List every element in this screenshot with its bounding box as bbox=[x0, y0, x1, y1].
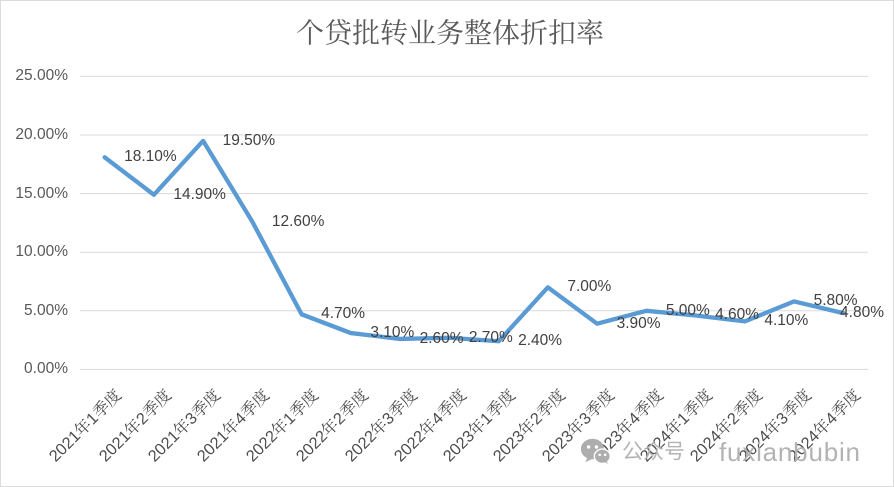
data-label: 3.10% bbox=[370, 324, 415, 342]
data-label: 4.70% bbox=[321, 305, 366, 323]
cjk-glyph-季 bbox=[191, 400, 208, 417]
cjk-glyph-年 bbox=[75, 418, 91, 434]
x-tick-label: 20213 bbox=[145, 386, 224, 465]
x-tick-label: 20212 bbox=[95, 386, 174, 465]
x-tick-label: 20243 bbox=[736, 386, 815, 465]
y-tick-label: 5.00% bbox=[24, 301, 68, 319]
cjk-glyph-年 bbox=[173, 418, 190, 434]
x-tick-label: 20234 bbox=[588, 386, 667, 465]
cjk-glyph-务 bbox=[437, 18, 464, 45]
cjk-glyph-季 bbox=[585, 400, 602, 417]
cjk-glyph-率 bbox=[577, 18, 603, 45]
cjk-glyph-年 bbox=[272, 418, 288, 434]
cjk-glyph-季 bbox=[240, 400, 257, 417]
data-label: 3.90% bbox=[616, 314, 661, 332]
cjk-glyph-年 bbox=[764, 418, 781, 434]
x-tick-label: 20231 bbox=[440, 386, 519, 465]
cjk-glyph-体 bbox=[493, 18, 520, 45]
cjk-glyph-年 bbox=[518, 418, 534, 434]
y-tick-label: 10.00% bbox=[15, 243, 68, 261]
x-tick-label: 20233 bbox=[539, 386, 618, 465]
cjk-glyph-季 bbox=[535, 400, 552, 417]
series-line bbox=[102, 138, 846, 344]
cjk-glyph-年 bbox=[814, 418, 830, 434]
cjk-glyph-折 bbox=[520, 18, 548, 45]
x-tick-label: 20242 bbox=[686, 386, 765, 465]
data-label: 7.00% bbox=[567, 278, 612, 296]
cjk-glyph-批 bbox=[352, 18, 379, 45]
data-label: 19.50% bbox=[222, 131, 276, 149]
wechat-icon bbox=[580, 438, 610, 464]
cjk-glyph-转 bbox=[381, 18, 408, 45]
watermark-cjk-text bbox=[622, 440, 685, 464]
data-label: 2.70% bbox=[468, 328, 513, 346]
cjk-glyph-年 bbox=[370, 418, 387, 434]
cjk-glyph-扣 bbox=[549, 18, 575, 45]
cjk-glyph-季 bbox=[289, 400, 306, 417]
watermark-latin-text: fuxianbubin bbox=[719, 437, 861, 467]
cjk-glyph-季 bbox=[338, 400, 355, 417]
data-label: 5.80% bbox=[813, 292, 858, 310]
cjk-glyph-季 bbox=[683, 400, 700, 417]
cjk-glyph-个 bbox=[296, 18, 323, 45]
cjk-glyph-年 bbox=[567, 418, 584, 434]
cjk-glyph-季 bbox=[437, 400, 454, 417]
data-label: 2.40% bbox=[518, 332, 563, 350]
x-tick-label: 20223 bbox=[342, 386, 421, 465]
cjk-glyph-季 bbox=[141, 400, 158, 417]
y-tick-label: 25.00% bbox=[15, 67, 68, 85]
x-tick-label: 20214 bbox=[194, 386, 273, 465]
cjk-glyph-年 bbox=[420, 418, 436, 434]
data-label: 14.90% bbox=[173, 185, 226, 203]
y-tick-label: 0.00% bbox=[24, 360, 68, 378]
chart-title bbox=[3, 17, 894, 49]
x-tick-label: 20224 bbox=[391, 386, 470, 465]
y-tick-label: 15.00% bbox=[15, 184, 68, 202]
cjk-glyph-季 bbox=[388, 400, 405, 417]
cjk-glyph-季 bbox=[782, 400, 799, 417]
x-tick-label: 20232 bbox=[489, 386, 568, 465]
x-tick-label: 20211 bbox=[46, 386, 125, 465]
y-tick-label: 20.00% bbox=[15, 126, 68, 143]
cjk-glyph-年 bbox=[124, 418, 140, 434]
cjk-glyph-众 bbox=[643, 440, 664, 461]
x-tick-label: 20222 bbox=[292, 386, 371, 465]
x-tick-label: 20241 bbox=[637, 386, 716, 465]
cjk-glyph-公 bbox=[623, 441, 643, 461]
x-tick-label: 20221 bbox=[243, 386, 322, 465]
data-label: 12.60% bbox=[271, 212, 325, 230]
data-label: 5.00% bbox=[665, 301, 710, 319]
cjk-glyph-年 bbox=[715, 418, 731, 434]
cjk-glyph-季 bbox=[486, 400, 503, 417]
data-label: 4.80% bbox=[840, 304, 884, 322]
data-label: 2.60% bbox=[419, 329, 464, 347]
cjk-glyph-年 bbox=[666, 418, 682, 434]
cjk-glyph-年 bbox=[321, 418, 337, 434]
data-label: 4.10% bbox=[764, 312, 809, 330]
cjk-glyph-季 bbox=[732, 400, 749, 417]
cjk-glyph-年 bbox=[469, 418, 485, 434]
cjk-glyph-季 bbox=[634, 400, 651, 417]
data-label: 18.10% bbox=[124, 148, 177, 166]
data-label: 4.60% bbox=[715, 306, 760, 324]
x-tick-label: 20244 bbox=[785, 386, 864, 465]
cjk-glyph-号 bbox=[665, 441, 684, 461]
cjk-glyph-季 bbox=[92, 400, 109, 417]
cjk-glyph-年 bbox=[617, 418, 633, 434]
cjk-glyph-贷 bbox=[325, 18, 351, 45]
cjk-glyph-业 bbox=[409, 19, 436, 43]
cjk-glyph-整 bbox=[464, 18, 492, 44]
cjk-glyph-年 bbox=[223, 418, 239, 434]
cjk-glyph-季 bbox=[831, 400, 848, 417]
